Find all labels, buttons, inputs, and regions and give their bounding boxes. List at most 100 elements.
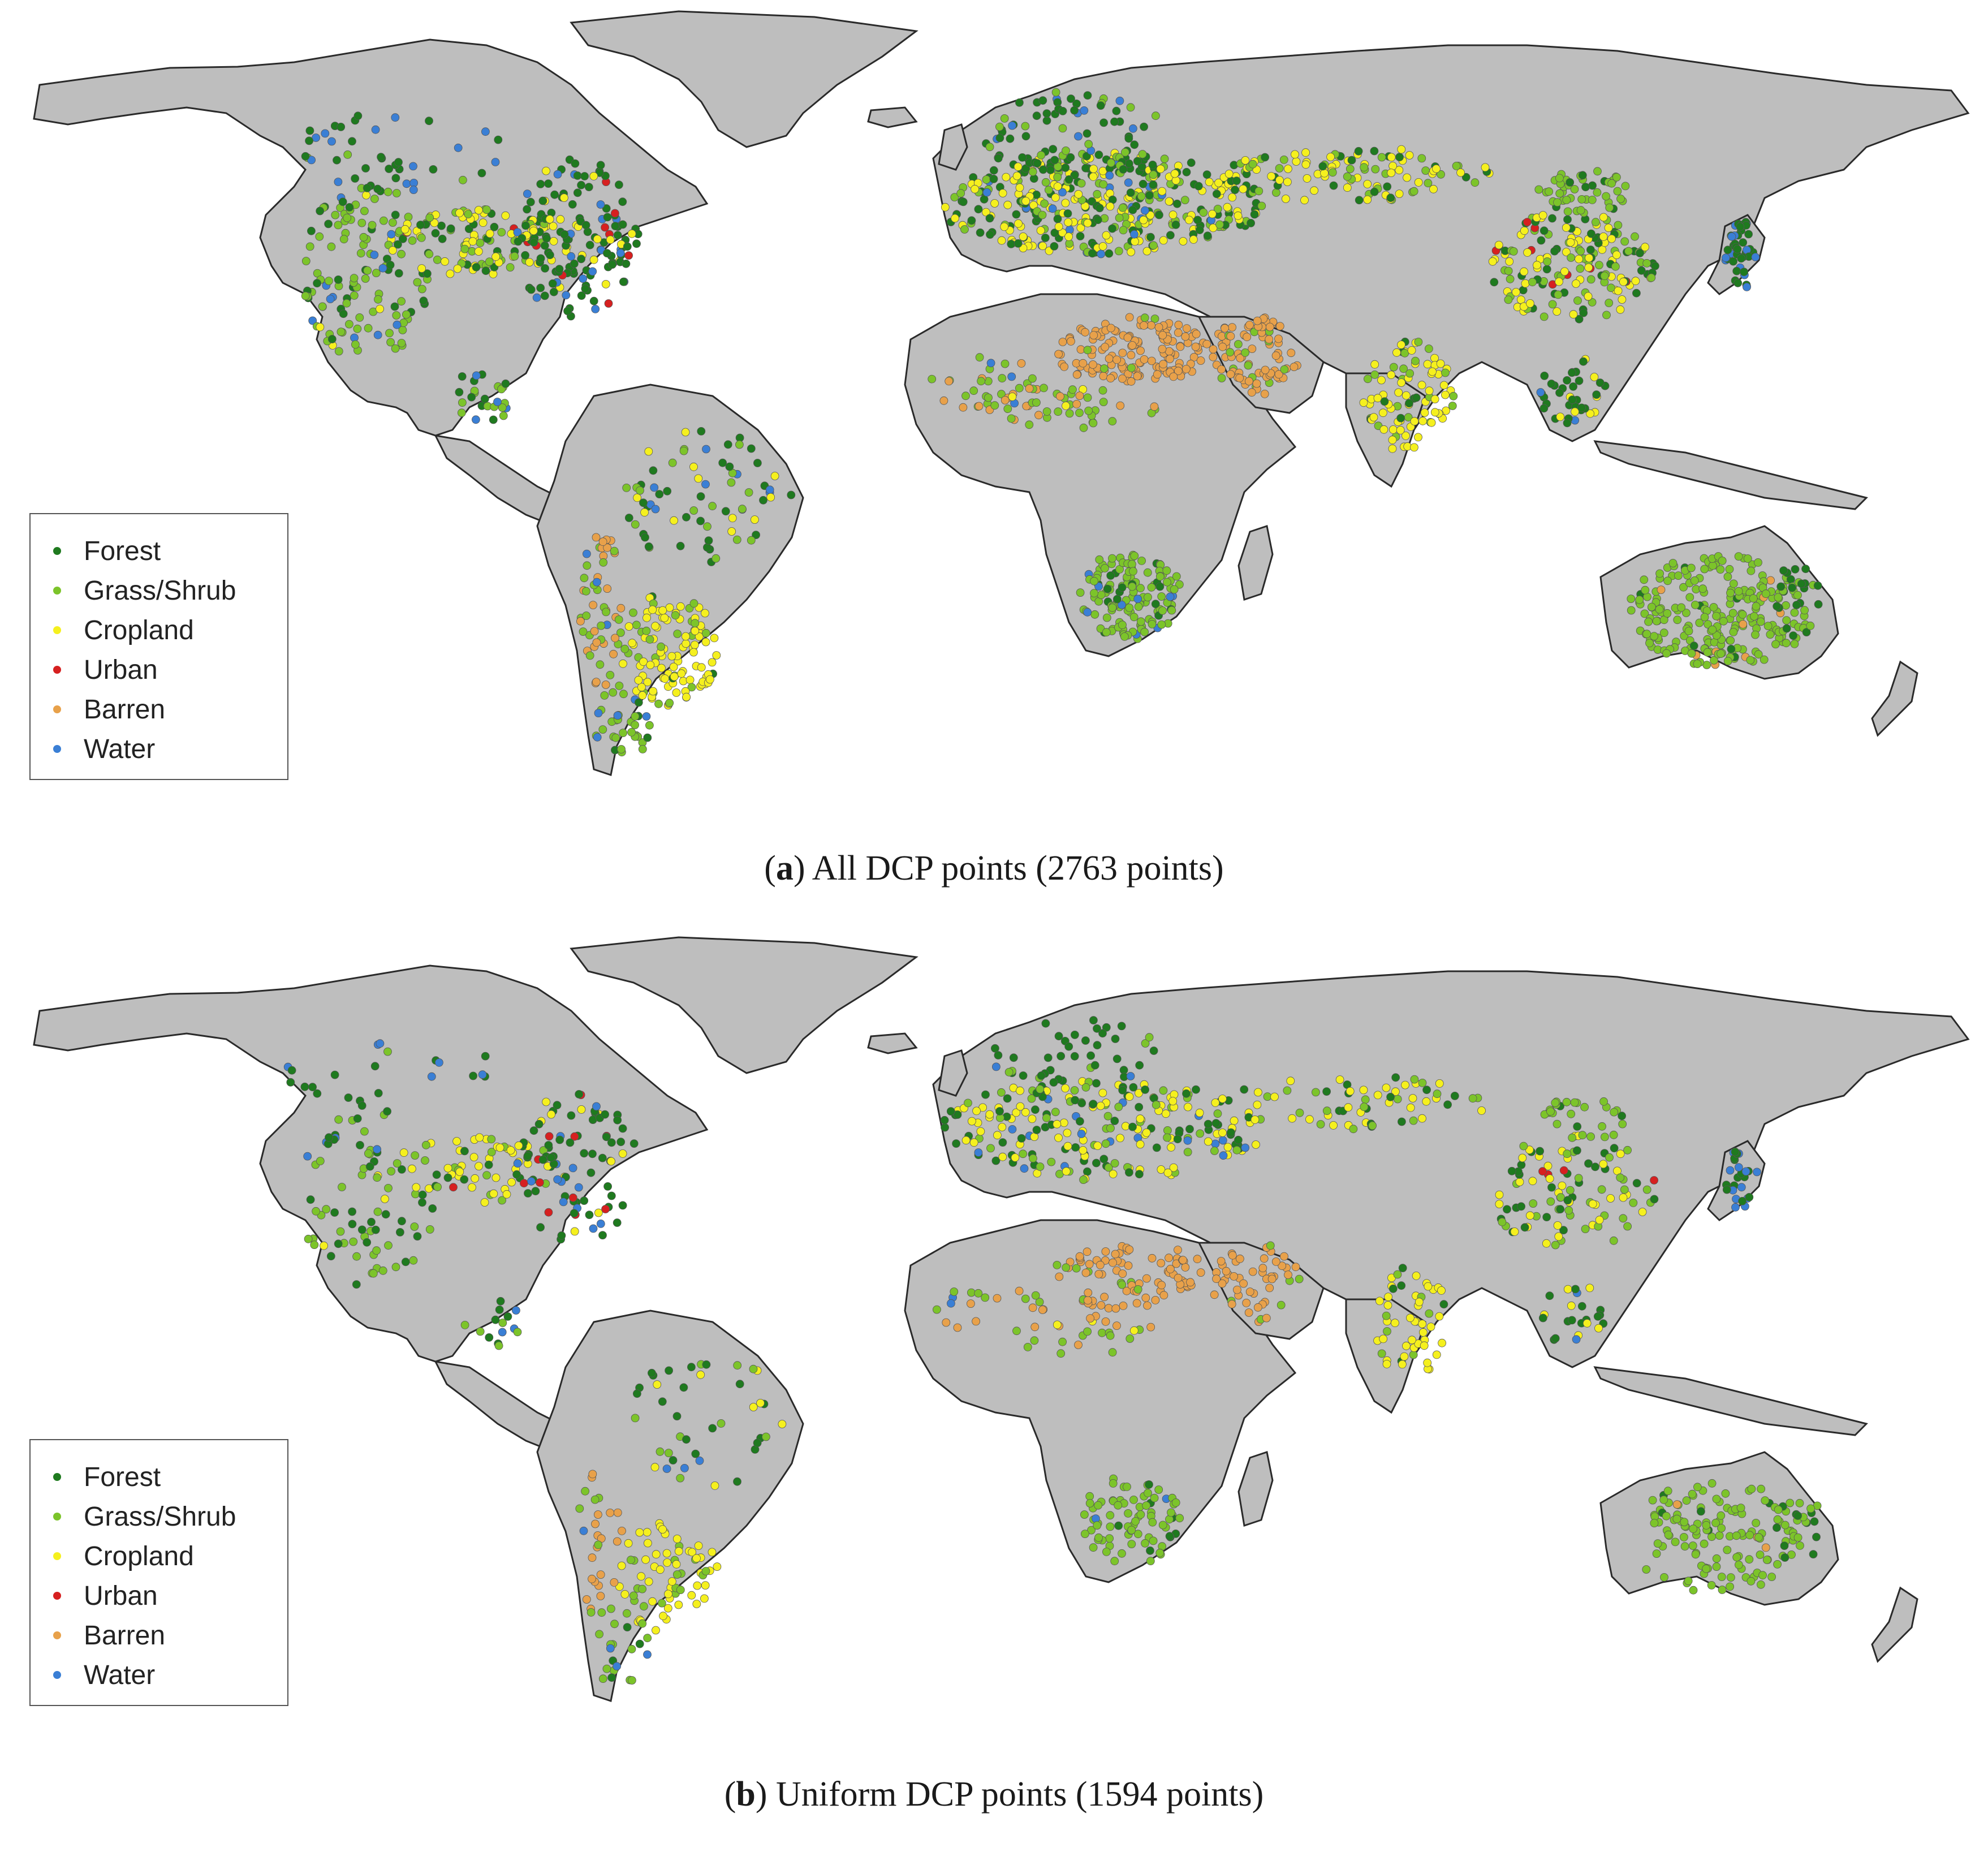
dcp-point [708,658,717,667]
dcp-point [646,661,655,669]
dcp-point [1562,223,1571,232]
dcp-point [321,129,330,138]
dcp-point [343,213,352,222]
dcp-point [1162,578,1171,587]
dcp-point [622,484,631,492]
dcp-point [1620,1185,1629,1194]
dcp-point [1017,359,1026,368]
dcp-point [1525,1145,1534,1155]
dcp-point [1547,380,1556,388]
dcp-point [1681,609,1691,617]
dcp-point [1171,220,1180,229]
dcp-point [1422,1097,1431,1106]
dcp-point [1151,1296,1160,1304]
dcp-point [1423,360,1432,369]
dcp-point [1395,153,1404,162]
legend-label: Forest [84,1462,161,1492]
dcp-point [1192,330,1201,338]
dcp-point [1328,168,1337,177]
dcp-point [1370,147,1379,156]
dcp-point [972,1106,981,1115]
dcp-point [1139,216,1148,225]
dcp-point [681,428,690,437]
dcp-point [658,1397,667,1406]
dcp-point [1111,1035,1120,1043]
dcp-point [1083,346,1092,355]
dcp-point [1812,1532,1821,1541]
dcp-point [1021,132,1030,141]
dcp-point [1761,1496,1770,1505]
dcp-point [1165,197,1174,206]
dcp-point [1627,595,1636,603]
dcp-point [1556,412,1565,421]
dcp-point [1211,1119,1221,1128]
dcp-point [1564,1206,1573,1215]
dcp-point [1118,621,1127,630]
dcp-point [1521,279,1530,288]
dcp-point [1157,1165,1166,1174]
dcp-point [637,1572,645,1581]
dcp-point [1175,580,1184,589]
dcp-point [946,1107,955,1116]
dcp-point [404,213,413,221]
dcp-point [1267,172,1276,181]
dcp-point [1270,1092,1279,1101]
dcp-point [1108,554,1116,563]
dcp-point [1746,1577,1756,1586]
dcp-point [627,1644,636,1653]
dcp-points [283,1016,1822,1685]
dcp-point [1401,432,1410,440]
dcp-point [1211,1098,1220,1107]
dcp-point [1146,1546,1154,1555]
dcp-point [1169,372,1178,381]
dcp-point [1379,425,1388,434]
new-zealand-land [1871,660,1918,737]
dcp-point [1677,603,1686,612]
dcp-point [1065,409,1074,418]
dcp-point [498,1328,507,1337]
dcp-point [1084,406,1093,415]
dcp-point [1383,1301,1392,1310]
dcp-point [1036,226,1045,235]
dcp-point [1652,1549,1661,1558]
dcp-point [1517,1202,1526,1211]
dcp-point [594,1510,602,1519]
dcp-point [1383,1327,1391,1336]
dcp-point [1170,169,1179,178]
dcp-point [478,1070,487,1079]
dcp-point [1719,617,1728,626]
dcp-point [1553,198,1562,207]
dcp-point [364,324,373,333]
dcp-point [352,1252,361,1261]
panel-a: Forest Grass/Shrub Cropland Urban Barren… [29,10,1970,888]
dcp-point [1129,1496,1138,1504]
dcp-point [1680,1542,1689,1551]
dcp-point [1062,402,1070,410]
dcp-point [1551,1099,1560,1108]
dcp-point [1150,1493,1159,1502]
dcp-point [632,621,641,630]
uk-land [938,1049,968,1097]
dcp-point [376,1039,385,1048]
dcp-point [1659,628,1668,638]
dcp-point [1149,1536,1158,1545]
dcp-point [1218,1136,1227,1145]
dcp-point [1147,583,1156,592]
dcp-point [1209,345,1218,354]
dcp-point [1145,1480,1153,1489]
dcp-point [339,309,348,318]
dcp-point [1636,248,1644,257]
dcp-point [1687,649,1696,658]
dcp-point [616,248,625,257]
dcp-point [334,347,343,356]
dcp-point [1095,555,1104,564]
dcp-point [1210,1147,1219,1155]
dcp-point [1103,1112,1112,1121]
dcp-point [617,1561,626,1570]
dcp-point [1320,169,1329,178]
dcp-point [474,206,483,214]
dcp-point [977,377,985,386]
dcp-point [1659,1495,1668,1504]
dcp-point [1599,1160,1608,1169]
dcp-point [1726,1582,1735,1591]
